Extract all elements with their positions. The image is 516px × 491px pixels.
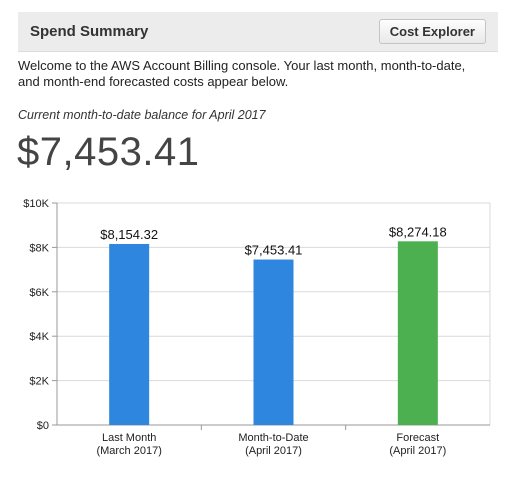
x-category-label: Month-to-Date: [238, 432, 308, 444]
y-tick-label: $2K: [29, 376, 49, 388]
bar-value-label: $8,274.18: [389, 224, 447, 239]
y-tick-label: $0: [37, 420, 49, 432]
x-category-label: (March 2017): [96, 445, 161, 457]
balance-label: Current month-to-date balance for April …: [18, 108, 266, 122]
x-category-label: (April 2017): [245, 445, 302, 457]
intro-text: Welcome to the AWS Account Billing conso…: [18, 58, 466, 89]
bar: [109, 243, 150, 425]
y-tick-label: $4K: [29, 331, 49, 343]
balance-value: $7,453.41: [17, 130, 200, 174]
y-tick-label: $10K: [23, 198, 49, 210]
spend-bar-chart: $0 $2K $4K $6K $8K $10K $8,154.32 Last Month(Ma…: [23, 198, 491, 457]
bar-value-label: $8,154.32: [100, 227, 158, 242]
bar: [253, 259, 294, 425]
y-tick-label: $6K: [29, 287, 49, 299]
chart-bars: [109, 241, 438, 425]
panel-title: Spend Summary: [30, 23, 149, 40]
x-category-label: Forecast: [396, 432, 439, 444]
y-tick-label: $8K: [29, 242, 49, 254]
x-category-label: Last Month: [102, 432, 156, 444]
chart-labels: $0 $2K $4K $6K $8K $10K $8,154.32 Last Month(Ma…: [23, 198, 446, 457]
spend-summary-header: Spend Summary Cost Explorer: [18, 12, 498, 52]
bar-value-label: $7,453.41: [245, 243, 303, 258]
x-category-label: (April 2017): [389, 445, 446, 457]
bar: [397, 241, 438, 425]
cost-explorer-button[interactable]: Cost Explorer: [378, 19, 486, 44]
